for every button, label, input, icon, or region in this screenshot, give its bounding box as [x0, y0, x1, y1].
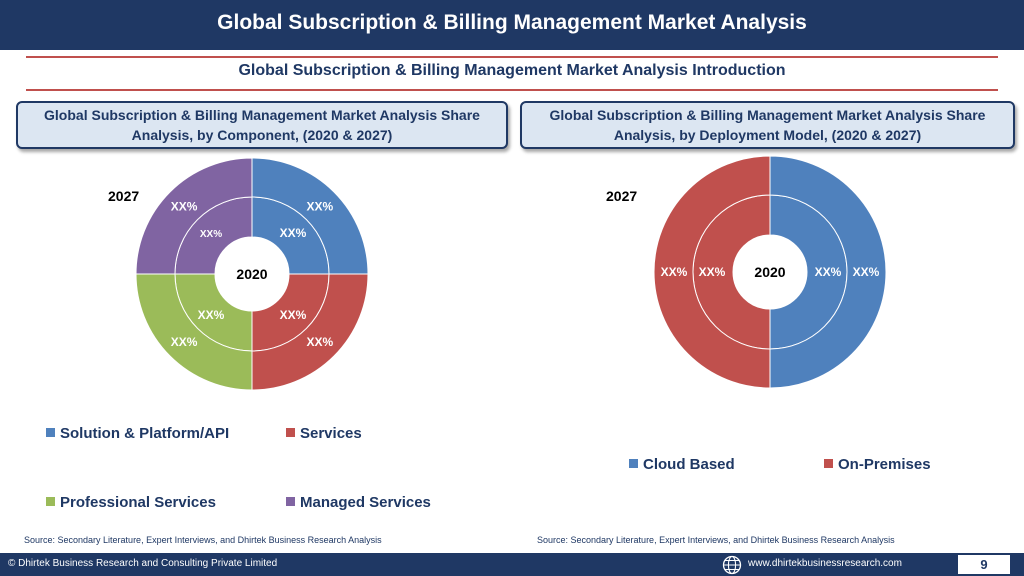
component-source-note: Source: Secondary Literature, Expert Int…	[24, 535, 382, 545]
legend-swatch-purple	[286, 497, 295, 506]
globe-icon	[722, 555, 742, 575]
legend-label: Professional Services	[60, 494, 216, 511]
copyright-text: © Dhirtek Business Research and Consulti…	[8, 558, 278, 569]
footer-bar	[0, 553, 1024, 576]
outer-ring-label-1: XX%	[661, 265, 688, 279]
deployment-chart-heading: Global Subscription & Billing Management…	[520, 101, 1015, 149]
legend-label: Cloud Based	[643, 456, 735, 473]
legend-item-solution-platform: Solution & Platform/API	[46, 425, 229, 442]
legend-swatch-blue	[629, 459, 638, 468]
legend-item-cloud-based: Cloud Based	[629, 456, 735, 473]
legend-item-professional-services: Professional Services	[46, 494, 216, 511]
deployment-source-note: Source: Secondary Literature, Expert Int…	[537, 535, 895, 545]
inner-ring-label-1: XX%	[280, 308, 307, 322]
legend-label: Services	[300, 425, 362, 442]
component-outer-year: 2027	[108, 188, 140, 204]
component-chart-heading: Global Subscription & Billing Management…	[16, 101, 508, 149]
inner-year-label: 2020	[236, 266, 267, 282]
website-link[interactable]: www.dhirtekbusinessresearch.com	[748, 558, 902, 569]
slide-title: Global Subscription & Billing Management…	[217, 11, 807, 34]
legend-item-services: Services	[286, 425, 362, 442]
legend-swatch-red	[824, 459, 833, 468]
outer-ring-label-1: XX%	[307, 335, 334, 349]
legend-item-managed-services: Managed Services	[286, 494, 431, 511]
divider-bottom	[26, 89, 998, 91]
divider-top	[26, 56, 998, 58]
inner-year-label: 2020	[754, 264, 785, 280]
outer-ring-label-0: XX%	[853, 265, 880, 279]
inner-ring-label-0: XX%	[815, 265, 842, 279]
outer-ring-label-0: XX%	[307, 199, 334, 213]
outer-ring-label-3: XX%	[171, 199, 198, 213]
legend-label: Solution & Platform/API	[60, 425, 230, 442]
legend-label: On-Premises	[838, 456, 931, 473]
donut-center	[733, 235, 807, 309]
legend-swatch-red	[286, 428, 295, 437]
deployment-donut-chart: XX% XX% XX% XX% 2020	[653, 155, 887, 389]
donut-center	[215, 237, 289, 311]
legend-label: Managed Services	[300, 494, 431, 511]
title-bar	[0, 0, 1024, 50]
deployment-outer-year: 2027	[606, 188, 638, 204]
legend-item-on-premises: On-Premises	[824, 456, 931, 473]
page-number: 9	[958, 555, 1010, 574]
legend-swatch-green	[46, 497, 55, 506]
component-donut-chart: XX%XX%XX%XX%XX%XX%XX%XX%2020	[135, 157, 369, 391]
outer-ring-slice-1	[653, 155, 771, 389]
inner-ring-label-1: XX%	[699, 265, 726, 279]
outer-ring-slice-3	[135, 157, 253, 275]
inner-ring-label-2: XX%	[198, 308, 225, 322]
slide-subtitle: Global Subscription & Billing Management…	[238, 62, 786, 79]
legend-swatch-blue	[46, 428, 55, 437]
inner-ring-label-3: XX%	[200, 229, 222, 240]
outer-ring-label-2: XX%	[171, 335, 198, 349]
inner-ring-label-0: XX%	[280, 226, 307, 240]
outer-ring-slice-0	[769, 155, 887, 389]
